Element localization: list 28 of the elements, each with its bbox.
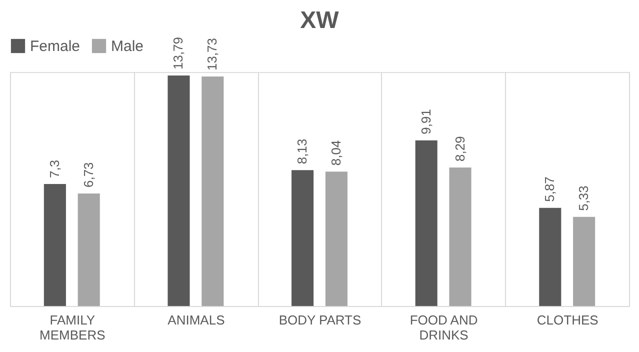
legend-label: Female bbox=[30, 38, 80, 55]
bar bbox=[539, 208, 562, 306]
bar bbox=[78, 194, 100, 306]
x-tick-label: CLOTHES bbox=[536, 312, 599, 328]
data-label: 8,13 bbox=[294, 138, 310, 164]
bar bbox=[325, 172, 348, 306]
data-label: 8,29 bbox=[452, 136, 468, 162]
legend-label: Male bbox=[111, 38, 144, 55]
bar bbox=[202, 76, 224, 306]
x-tick-label: FAMILY MEMBERS bbox=[40, 312, 106, 342]
bar bbox=[573, 216, 596, 306]
data-label: 5,87 bbox=[542, 176, 558, 202]
data-label: 13,73 bbox=[204, 38, 220, 71]
data-label: 13,79 bbox=[170, 36, 186, 70]
bar bbox=[449, 167, 472, 306]
x-tick-label: BODY PARTS bbox=[278, 312, 362, 328]
bar bbox=[168, 76, 190, 306]
bar bbox=[44, 184, 66, 306]
bar bbox=[415, 140, 438, 306]
data-label: 6,73 bbox=[80, 162, 96, 188]
x-tick-label: FOOD AND DRINKS bbox=[410, 312, 478, 342]
data-label: 9,91 bbox=[418, 109, 434, 134]
x-tick-label: ANIMALS bbox=[168, 312, 226, 328]
data-label: 5,33 bbox=[576, 186, 592, 211]
data-label: 7,3 bbox=[46, 160, 62, 178]
data-label: 8,04 bbox=[328, 140, 344, 166]
chart-title: XW bbox=[300, 6, 340, 34]
bar bbox=[292, 170, 314, 306]
